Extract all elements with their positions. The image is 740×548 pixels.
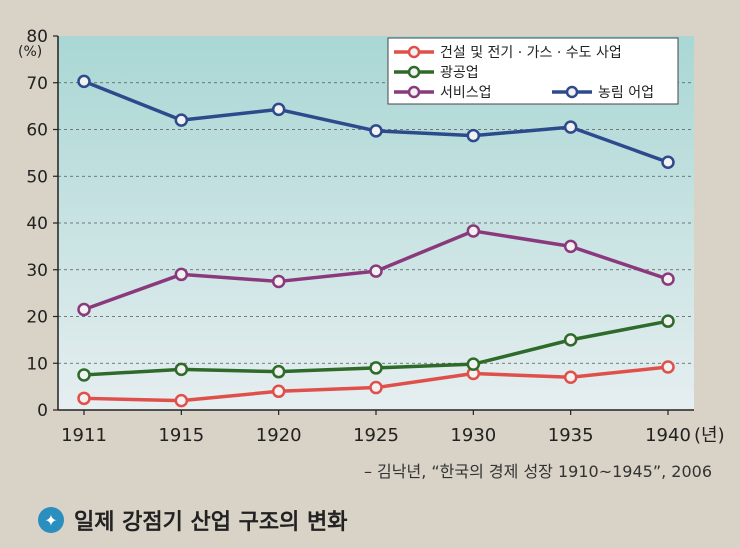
data-point	[466, 128, 481, 143]
legend-entry: 건설 및 전기 · 가스 · 수도 사업	[394, 45, 622, 61]
legend-box	[387, 37, 679, 105]
info-icon: ✦	[38, 507, 64, 533]
legend-label: 서비스업	[440, 85, 492, 101]
y-tick-label: 0	[37, 401, 48, 421]
series-2	[77, 314, 675, 382]
figure-caption: ✦ 일제 강점기 산업 구조의 변화	[38, 504, 348, 536]
x-tick-label: 1925	[353, 425, 399, 446]
data-point	[77, 302, 91, 317]
data-point	[369, 124, 383, 138]
data-point	[174, 362, 189, 377]
data-point	[174, 267, 189, 282]
legend-entry: 광공업	[394, 65, 479, 81]
legend-label: 광공업	[440, 65, 479, 81]
legend-swatch-marker	[407, 85, 421, 99]
data-point	[466, 224, 481, 238]
data-point	[77, 368, 91, 382]
caption-title: 일제 강점기 산업 구조의 변화	[74, 510, 348, 535]
y-tick-label: 30	[26, 261, 48, 281]
x-tick-label: 1930	[450, 425, 496, 446]
x-tick-label: 1920	[256, 425, 302, 446]
data-point	[271, 384, 286, 399]
data-point	[369, 264, 383, 278]
y-tick-label: 10	[26, 354, 48, 374]
x-axis-unit: (년)	[694, 425, 725, 446]
legend-entry: 농림 어업	[552, 85, 654, 101]
data-point	[174, 113, 189, 127]
data-point	[271, 274, 286, 289]
data-point	[271, 102, 286, 117]
legend-swatch-marker	[565, 85, 579, 99]
series-1	[77, 360, 675, 408]
data-point	[369, 361, 383, 375]
data-point	[77, 74, 91, 89]
data-point	[563, 333, 578, 347]
data-point	[271, 364, 286, 379]
y-tick-label: 70	[26, 74, 48, 94]
data-point	[563, 370, 578, 385]
data-point	[661, 155, 675, 169]
x-tick-label: 1940	[645, 425, 691, 446]
data-point	[661, 272, 675, 286]
legend-label: 건설 및 전기 · 가스 · 수도 사업	[440, 45, 622, 61]
source-citation: – 김낙년, “한국의 경제 성장 1910~1945”, 2006	[363, 462, 712, 481]
y-tick-label: 40	[26, 214, 48, 234]
legend-entry: 서비스업	[394, 85, 492, 101]
y-tick-label: 20	[26, 308, 48, 328]
y-axis-unit: (%)	[18, 44, 42, 60]
y-tick-label: 60	[26, 121, 48, 141]
data-point	[563, 120, 578, 134]
data-point	[661, 314, 675, 328]
data-point	[174, 393, 189, 408]
y-tick-label: 50	[26, 167, 48, 187]
series-4	[77, 74, 675, 169]
data-point	[661, 360, 675, 374]
legend-label: 농림 어업	[598, 85, 654, 101]
y-tick-label: 80	[26, 27, 48, 47]
series-3	[77, 224, 675, 317]
data-point	[369, 380, 383, 395]
data-point	[77, 391, 91, 406]
data-point	[563, 239, 578, 254]
x-tick-label: 1915	[158, 425, 204, 446]
x-tick-label: 1911	[61, 425, 107, 446]
x-tick-label: 1935	[548, 425, 594, 446]
legend-swatch-marker	[407, 45, 421, 59]
data-point	[466, 357, 481, 371]
legend-swatch-marker	[407, 65, 421, 79]
